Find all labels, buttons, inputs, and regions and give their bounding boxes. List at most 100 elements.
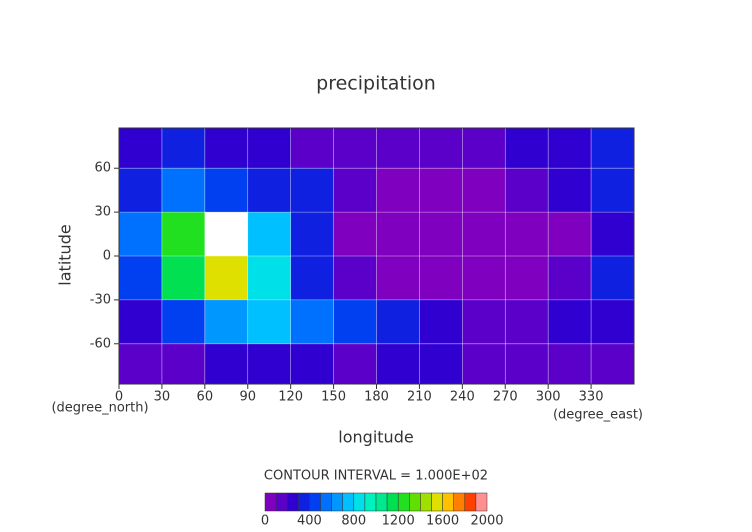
y-tick-label: 0: [103, 249, 111, 264]
field-cell: [505, 299, 549, 345]
colorbar-swatch: [464, 492, 477, 512]
field-cell: [419, 299, 463, 345]
field-cell: [204, 256, 249, 301]
field-cell: [161, 128, 206, 169]
colorbar-tick-label: 1200: [382, 514, 415, 529]
field-cell: [376, 343, 420, 385]
field-cell: [204, 168, 249, 213]
x-tick-label: 60: [197, 390, 214, 405]
colorbar-tick-label: 1600: [426, 514, 459, 529]
field-cell: [204, 343, 249, 385]
plot-frame: [118, 127, 635, 385]
field-cell: [548, 299, 592, 345]
colorbar-swatch: [397, 492, 410, 512]
field-cell: [333, 168, 377, 213]
field-cell: [548, 212, 592, 257]
x-tick-label: 300: [536, 390, 561, 405]
field-cell: [247, 212, 292, 257]
field-cell: [591, 256, 635, 301]
field-cell: [376, 168, 420, 213]
field-cell: [548, 256, 592, 301]
field-cell: [333, 299, 377, 345]
field-cell: [505, 168, 549, 213]
y-tick-label: 30: [94, 205, 111, 220]
field-cell: [333, 212, 377, 257]
field-cell: [333, 256, 377, 301]
field-cell: [204, 299, 249, 345]
field-cell: [505, 343, 549, 385]
field-cell: [290, 299, 335, 345]
y-axis-label: latitude: [56, 224, 75, 285]
x-tick-label: 90: [239, 390, 256, 405]
field-cell: [419, 343, 463, 385]
field-cell: [591, 212, 635, 257]
colorbar-swatch: [453, 492, 466, 512]
chart-title: precipitation: [316, 73, 436, 95]
field-cell: [161, 299, 206, 345]
colorbar-swatch: [442, 492, 454, 512]
field-cell: [161, 256, 206, 301]
colorbar-tick-label: 0: [261, 514, 269, 529]
field-cell: [161, 343, 206, 385]
field-cell: [161, 212, 206, 257]
x-tick-label: 150: [321, 390, 346, 405]
colorbar-swatch: [309, 492, 321, 512]
colorbar-tick-label: 2000: [470, 514, 503, 529]
field-cell: [333, 128, 377, 169]
colorbar-tick-label: 800: [341, 514, 366, 529]
field-cell: [548, 343, 592, 385]
colorbar-swatch: [320, 492, 332, 512]
x-tick-label: 210: [407, 390, 432, 405]
field-cell: [462, 128, 506, 169]
field-cell: [290, 256, 335, 301]
x-tick-label: 120: [278, 390, 303, 405]
colorbar-swatch: [342, 492, 355, 512]
colorbar-swatch: [286, 492, 299, 512]
field-cell: [462, 212, 506, 257]
x-tick-label: 270: [493, 390, 518, 405]
field-cell: [462, 168, 506, 213]
field-cell: [247, 128, 292, 169]
colorbar-swatch: [409, 492, 421, 512]
field-cell: [462, 299, 506, 345]
field-cell: [505, 128, 549, 169]
field-cell: [290, 212, 335, 257]
field-cell: [376, 299, 420, 345]
field-cell: [204, 212, 249, 257]
x-tick-label: 0: [115, 390, 123, 405]
field-cell: [505, 256, 549, 301]
field-cell: [591, 299, 635, 345]
field-cell: [119, 299, 163, 345]
field-cell: [419, 256, 463, 301]
colorbar-swatch: [475, 492, 488, 512]
field-cell: [419, 168, 463, 213]
field-cell: [204, 128, 249, 169]
y-tick-label: 60: [94, 161, 111, 176]
field-cell: [290, 168, 335, 213]
field-cell: [462, 256, 506, 301]
field-cell: [290, 343, 335, 385]
y-tick-label: -30: [90, 292, 111, 307]
colorbar-swatch: [331, 492, 343, 512]
field-cell: [119, 256, 163, 301]
field-cell: [247, 299, 292, 345]
colorbar-swatch: [375, 492, 388, 512]
field-cell: [119, 168, 163, 213]
x-tick-label: 180: [364, 390, 389, 405]
x-axis-label: longitude: [338, 428, 413, 447]
x-unit: (degree_east): [553, 408, 643, 423]
field-cell: [247, 168, 292, 213]
field-cell: [548, 168, 592, 213]
y-tick-label: -60: [90, 336, 111, 351]
field-cell: [462, 343, 506, 385]
field-cell: [505, 212, 549, 257]
field-cell: [161, 168, 206, 213]
y-unit: (degree_north): [51, 401, 148, 416]
colorbar-swatch: [264, 492, 277, 512]
field-cell: [591, 343, 635, 385]
colorbar-swatch: [386, 492, 399, 512]
x-tick-label: 30: [154, 390, 171, 405]
colorbar-swatch: [275, 492, 288, 512]
